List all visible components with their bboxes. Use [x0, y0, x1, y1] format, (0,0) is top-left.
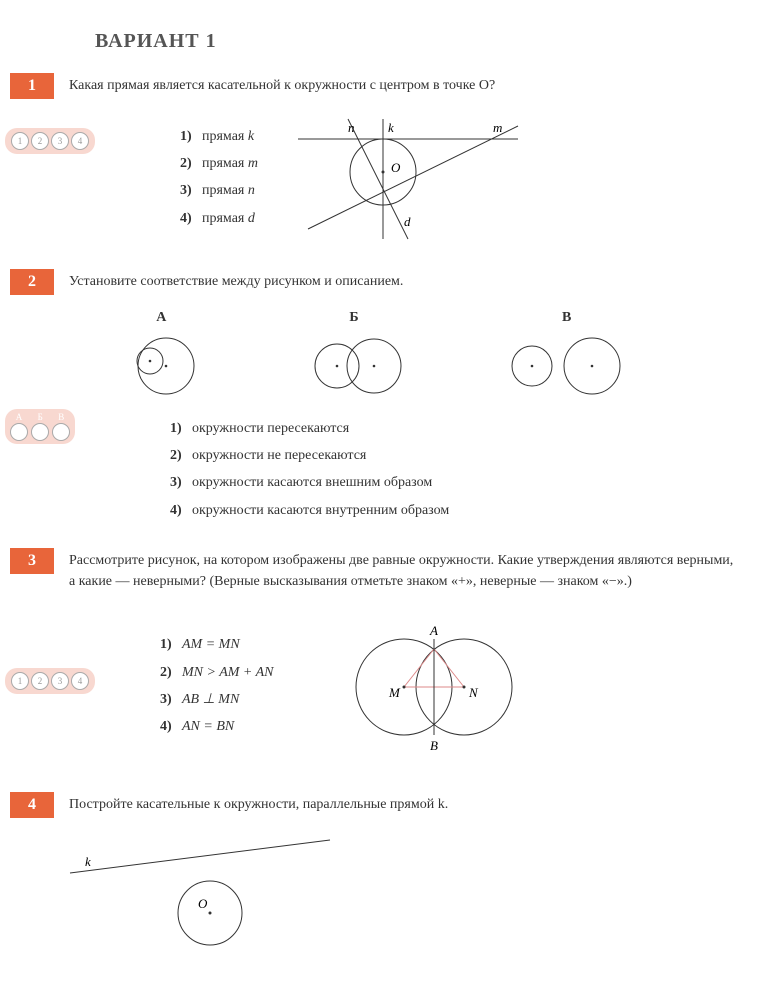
variant-title: ВАРИАНТ 1 [95, 30, 738, 53]
svg-text:O: O [198, 896, 208, 911]
question-1: 1 Какая прямая является касательной к ок… [10, 73, 738, 244]
question-2: 2 Установите соответствие между рисунком… [10, 269, 738, 523]
answer-bubbles-1[interactable]: 1 2 3 4 [5, 128, 95, 154]
answer-option: 2)окружности не пересекаются [170, 443, 708, 468]
svg-text:m: m [493, 120, 502, 135]
question-3: 3 Рассмотрите рисунок, на котором изобра… [10, 548, 738, 767]
svg-text:B: B [430, 738, 438, 753]
answer-option: 3)прямая n [180, 178, 258, 203]
svg-text:d: d [404, 214, 411, 229]
answer-option: 4)AN = BN [160, 714, 274, 739]
bubble[interactable]: 2 [31, 132, 49, 150]
answer-option: 4)прямая d [180, 206, 258, 231]
bubble[interactable]: 3 [51, 132, 69, 150]
question-number-1: 1 [10, 73, 54, 99]
bubble[interactable]: 2 [31, 672, 49, 690]
question-4: 4 Постройте касательные к окружности, па… [10, 792, 738, 948]
answer-option: 4)окружности касаются внутренним образом [170, 498, 708, 523]
svg-text:O: O [391, 160, 401, 175]
answer-bubbles-2[interactable]: А Б В [5, 409, 75, 444]
circle-group-v: В [502, 310, 632, 401]
circle-group-a: А [116, 310, 206, 401]
answer-option: 2)MN > AM + AN [160, 660, 274, 685]
question-number-4: 4 [10, 792, 54, 818]
bubble[interactable]: 1 [11, 672, 29, 690]
circle-group-b: Б [299, 310, 409, 401]
svg-text:k: k [388, 120, 394, 135]
svg-text:n: n [348, 120, 355, 135]
svg-text:k: k [85, 854, 91, 869]
question-text-3: Рассмотрите рисунок, на котором изображе… [69, 548, 738, 592]
question-text-2: Установите соответствие между рисунком и… [69, 269, 738, 292]
q3-diagram: A B M N [334, 607, 544, 767]
bubble[interactable]: 4 [71, 672, 89, 690]
question-text-4: Постройте касательные к окружности, пара… [69, 792, 738, 815]
svg-text:M: M [388, 685, 401, 700]
answer-option: 1)окружности пересекаются [170, 416, 708, 441]
answer-option: 3)AB ⊥ MN [160, 687, 274, 712]
bubble[interactable]: 3 [51, 672, 69, 690]
question-text-1: Какая прямая является касательной к окру… [69, 73, 738, 96]
answer-bubbles-3[interactable]: 1 2 3 4 [5, 668, 95, 694]
answer-option: 1)AM = MN [160, 632, 274, 657]
bubble[interactable]: 1 [11, 132, 29, 150]
answer-option: 1)прямая k [180, 124, 258, 149]
svg-text:A: A [429, 623, 438, 638]
bubble[interactable] [10, 423, 28, 441]
q1-diagram: n k m O d [288, 114, 528, 244]
bubble[interactable]: 4 [71, 132, 89, 150]
svg-text:N: N [468, 685, 479, 700]
bubble[interactable] [52, 423, 70, 441]
answer-option: 3)окружности касаются внешним образом [170, 470, 708, 495]
q4-diagram: k O [10, 828, 360, 948]
bubble[interactable] [31, 423, 49, 441]
question-number-2: 2 [10, 269, 54, 295]
question-number-3: 3 [10, 548, 54, 574]
answer-option: 2)прямая m [180, 151, 258, 176]
